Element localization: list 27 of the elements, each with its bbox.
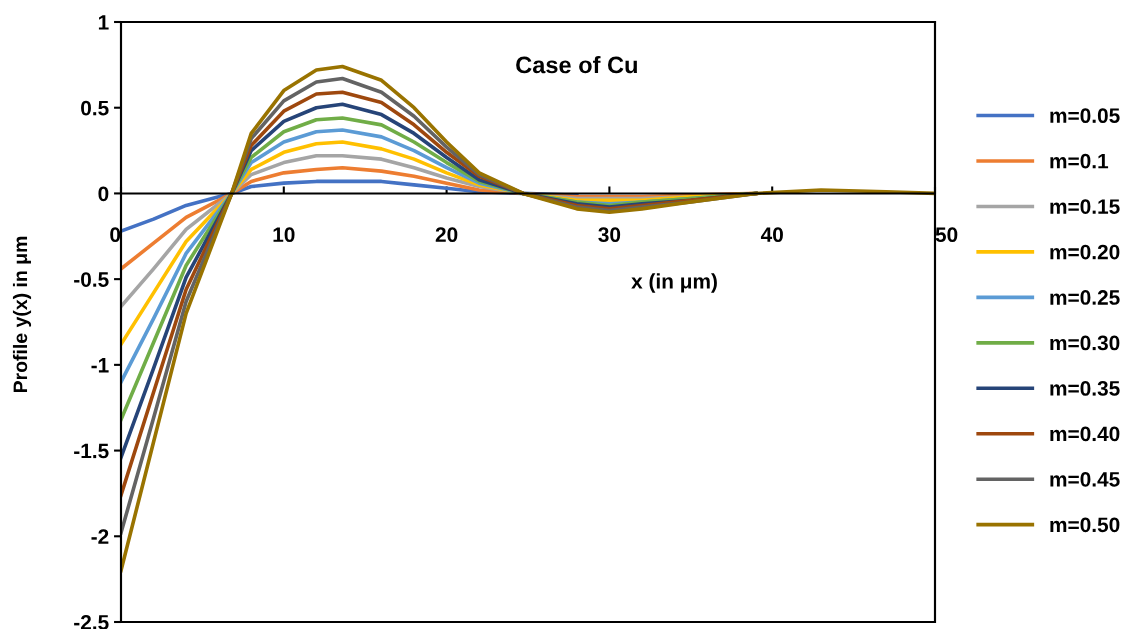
- legend-label: m=0.15: [1050, 199, 1120, 214]
- x-tick-label: 40: [760, 227, 783, 243]
- x-tick-label: 0: [110, 227, 121, 243]
- y-tick-label: -2: [91, 529, 109, 544]
- y-tick-label: -1.5: [74, 443, 109, 459]
- legend-label: m=0.20: [1050, 244, 1120, 260]
- legend-label: m=0.35: [1050, 381, 1120, 396]
- y-tick-label: 0: [98, 186, 109, 202]
- y-tick-label: -2.5: [74, 615, 109, 629]
- x-axis-title: x (in μm): [631, 273, 717, 293]
- legend-label: m=0.30: [1050, 335, 1120, 351]
- y-tick-label: -0.5: [74, 272, 109, 287]
- x-tick-label: 10: [273, 227, 295, 243]
- legend-label: m=0.05: [1050, 108, 1120, 124]
- legend-label: m=0.1: [1050, 153, 1109, 169]
- x-tick-label: 20: [435, 227, 458, 243]
- y-tick-label: 0.5: [81, 100, 109, 116]
- x-tick-label: 50: [935, 227, 958, 243]
- y-axis-title: Profile y(x) in μm: [12, 236, 32, 393]
- y-tick-label: 1: [98, 15, 109, 30]
- y-tick-label: -1: [91, 358, 109, 373]
- legend-label: m=0.40: [1050, 426, 1120, 442]
- legend-label: m=0.50: [1050, 517, 1120, 533]
- x-tick-label: 30: [598, 227, 621, 243]
- legend-label: m=0.45: [1050, 471, 1120, 487]
- legend-label: m=0.25: [1050, 290, 1120, 305]
- text: Case of Cu: [516, 56, 637, 74]
